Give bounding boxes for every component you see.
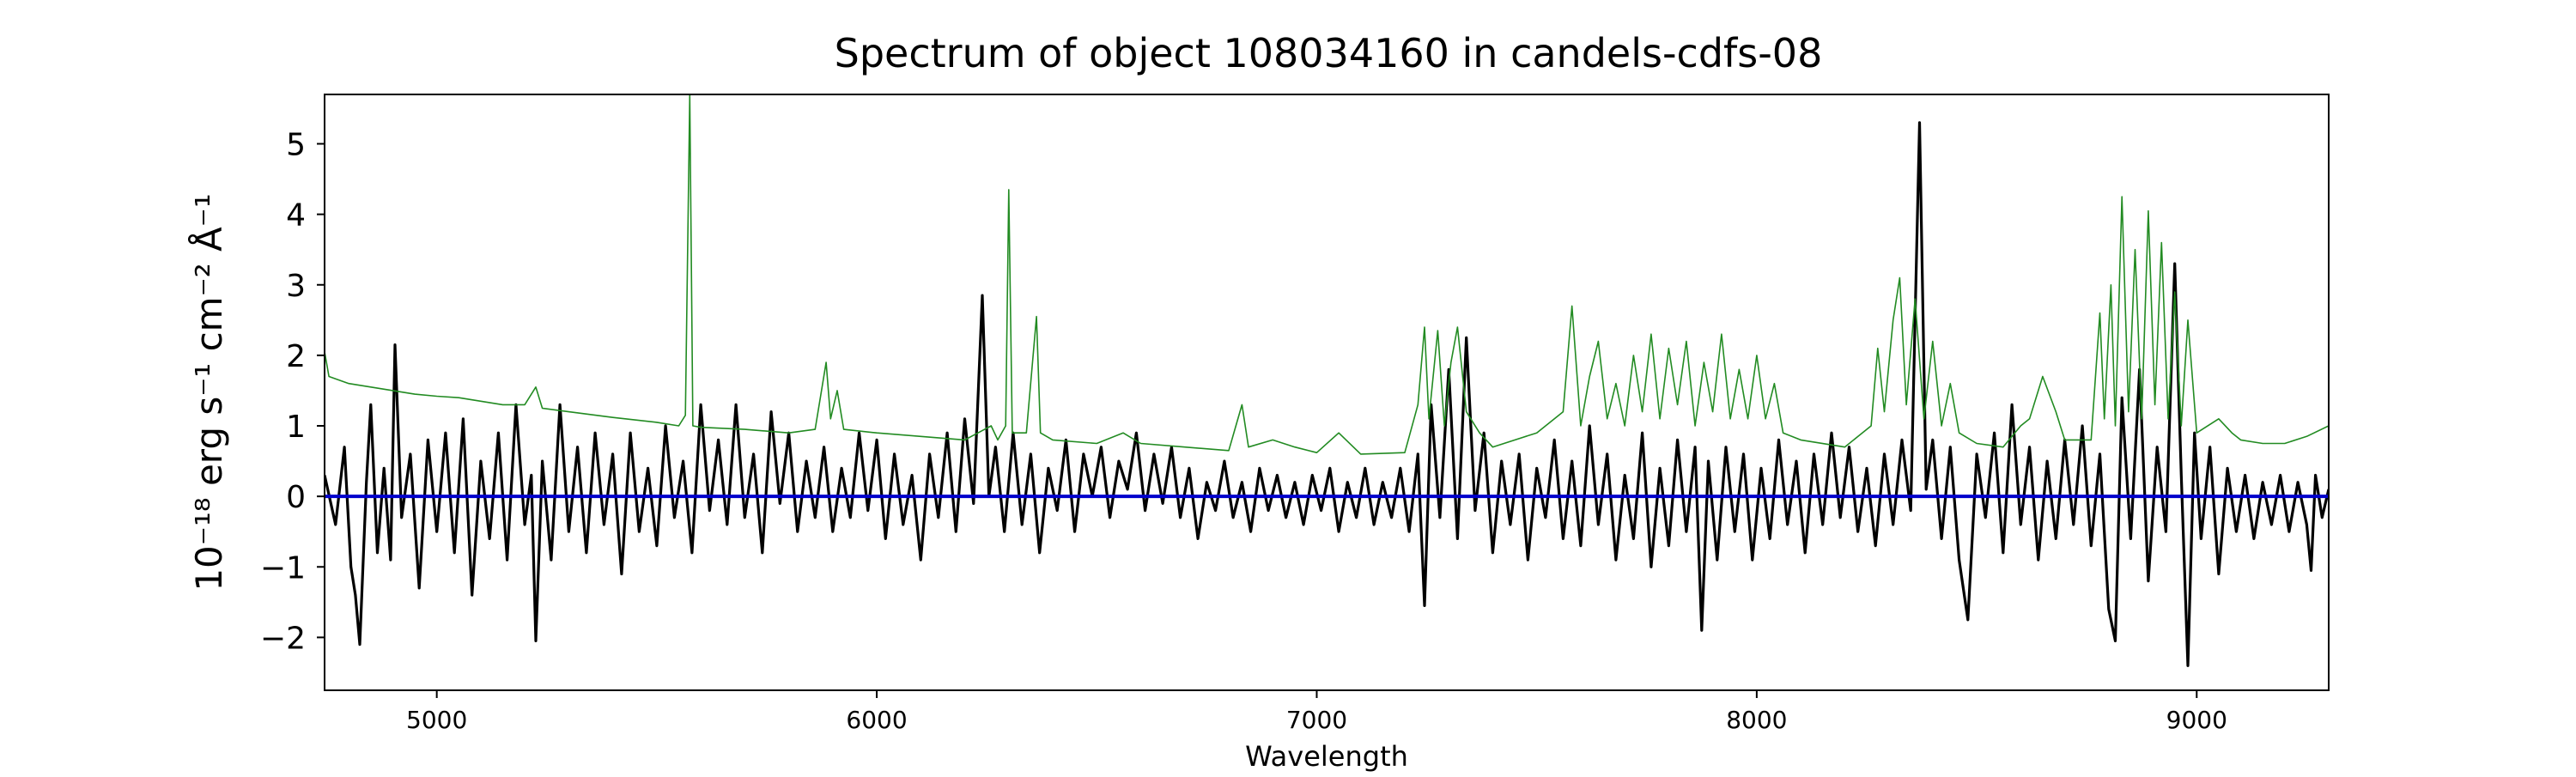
x-tick-label: 7000	[1286, 706, 1347, 734]
y-tick-label: 5	[286, 127, 306, 162]
y-tick-label: 0	[286, 480, 306, 515]
series-layer	[325, 94, 2329, 667]
x-tick-label: 9000	[2166, 706, 2227, 734]
x-axis: 5000 6000 7000 8000 9000	[406, 690, 2227, 734]
x-tick-label: 6000	[846, 706, 907, 734]
y-tick-label: 2	[286, 339, 306, 374]
series-line-flux	[325, 121, 2329, 667]
x-tick-label: 5000	[406, 706, 467, 734]
y-axis: −2 −1 0 1 2 3 4 5	[260, 127, 325, 656]
axes-frame	[324, 94, 2330, 691]
y-tick-label: 1	[286, 410, 306, 445]
series-line-error	[325, 94, 2329, 455]
y-axis-label: 10⁻¹⁸ erg s⁻¹ cm⁻² Å⁻¹	[187, 193, 230, 591]
chart-title: Spectrum of object 108034160 in candels-…	[835, 30, 1823, 76]
plot-area	[324, 94, 2330, 691]
y-tick-label: 4	[286, 198, 306, 234]
y-tick-label: −1	[260, 550, 306, 586]
y-tick-label: −2	[260, 621, 306, 656]
x-axis-label: Wavelength	[1245, 740, 1408, 773]
y-tick-label: 3	[286, 269, 306, 304]
x-tick-label: 8000	[1726, 706, 1787, 734]
